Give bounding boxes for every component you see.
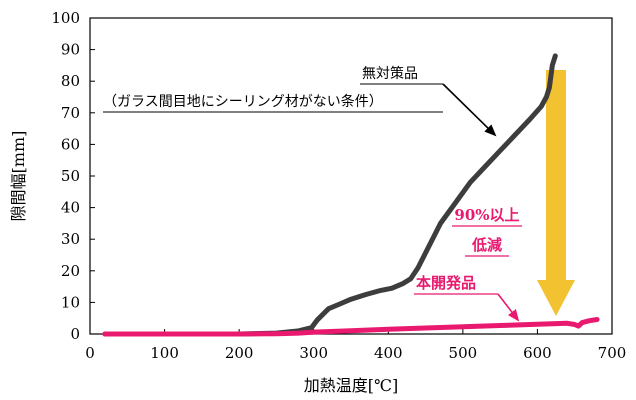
x-tick-label: 100 — [150, 344, 179, 362]
y-tick-label: 40 — [61, 199, 80, 217]
x-axis: 0 100 200 300 400 500 600 700 — [85, 329, 626, 362]
x-axis-title: 加熱温度[℃] — [304, 376, 398, 395]
x-tick-label: 600 — [523, 344, 552, 362]
untreated-leader-arrow — [442, 83, 497, 137]
x-tick-label: 0 — [85, 344, 95, 362]
y-tick-label: 10 — [61, 293, 80, 311]
reduction-arrow-shaft — [546, 70, 566, 280]
x-tick-label: 700 — [598, 344, 627, 362]
y-tick-label: 100 — [51, 9, 80, 27]
reduction-arrow — [537, 70, 575, 316]
untreated-label: 無対策品 — [362, 65, 418, 82]
y-axis: 0 10 20 30 40 50 60 70 80 90 100 — [51, 9, 95, 343]
reduction-label-line1: 90%以上 — [454, 206, 519, 224]
x-tick-label: 200 — [225, 344, 254, 362]
series-developed-line — [102, 317, 600, 337]
y-tick-label: 50 — [61, 167, 80, 185]
y-axis-title: 隙間幅[mm] — [9, 131, 28, 222]
y-tick-label: 60 — [61, 135, 80, 153]
developed-leader-arrow — [497, 293, 520, 322]
y-tick-label: 80 — [61, 72, 80, 90]
y-tick-label: 20 — [61, 262, 80, 280]
developed-label: 本開発品 — [416, 274, 476, 292]
reduction-arrow-head — [537, 280, 575, 316]
untreated-note: （ガラス間目地にシーリング材がない条件） — [103, 93, 383, 110]
series-untreated-line — [102, 53, 558, 337]
x-tick-label: 300 — [299, 344, 328, 362]
y-tick-label: 0 — [70, 325, 80, 343]
x-tick-label: 500 — [449, 344, 478, 362]
y-tick-label: 90 — [61, 41, 80, 59]
y-tick-label: 70 — [61, 104, 80, 122]
reduction-label-line2: 低減 — [471, 236, 502, 254]
y-tick-label: 30 — [61, 230, 80, 248]
plot-frame — [89, 17, 613, 335]
x-tick-label: 400 — [374, 344, 403, 362]
